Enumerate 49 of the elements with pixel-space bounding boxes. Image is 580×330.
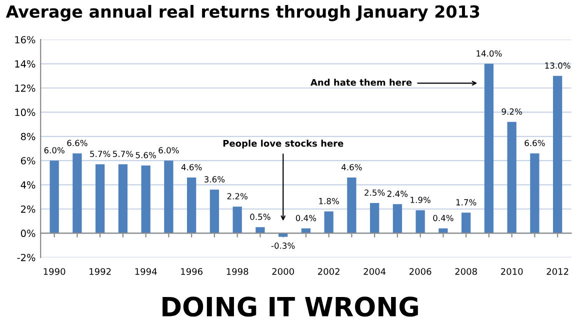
y-tick-label: 6% xyxy=(20,157,36,164)
data-label: 2.5% xyxy=(364,189,385,196)
data-label: 6.6% xyxy=(524,140,545,146)
data-label: 0.5% xyxy=(250,214,270,220)
x-tick-label: 2002 xyxy=(318,268,340,275)
x-tick-label: 1998 xyxy=(226,268,248,275)
data-label: 4.6% xyxy=(342,164,362,170)
data-label: 9.2% xyxy=(502,108,522,115)
y-tick-label: 12% xyxy=(15,84,36,92)
data-label: 0.4% xyxy=(296,214,316,222)
data-label: 3.6% xyxy=(204,176,225,182)
x-tick-label: 2008 xyxy=(455,268,477,275)
data-label: 1.8% xyxy=(319,198,339,204)
chart-title: Average annual real returns through January 2013 xyxy=(6,4,480,22)
data-label: 2.2% xyxy=(227,193,248,200)
y-tick-label: 14% xyxy=(15,60,36,68)
x-tick-label: 2006 xyxy=(410,268,432,275)
data-label: 1.9% xyxy=(410,196,430,204)
data-label: 6.0% xyxy=(44,147,64,154)
x-tick-label: 1992 xyxy=(90,268,111,275)
text: DOING IT WRONG xyxy=(162,296,418,317)
x-tick-label: 1996 xyxy=(181,268,202,275)
data-label: 1.7% xyxy=(456,199,476,206)
y-tick-label: 8% xyxy=(20,132,36,140)
data-label: 0.4% xyxy=(433,214,454,222)
data-label: 5.7% xyxy=(113,150,134,158)
annotation: And hate them here xyxy=(310,78,412,86)
y-tick-label: 0% xyxy=(20,230,36,238)
data-label: -0.3% xyxy=(271,242,295,249)
data-label: 5.6% xyxy=(136,152,156,158)
y-tick-label: 16% xyxy=(15,36,36,44)
data-label: 5.7% xyxy=(90,150,110,158)
annotation: People love stocks here xyxy=(223,140,344,148)
x-tick-label: 1994 xyxy=(135,268,157,275)
data-label: 14.0% xyxy=(476,50,502,57)
x-tick-label: 2000 xyxy=(272,268,294,275)
data-label: 6.0% xyxy=(158,147,179,154)
x-tick-label: 2010 xyxy=(501,268,523,275)
y-tick-label: 10% xyxy=(15,108,36,116)
x-tick-label: 1990 xyxy=(44,268,66,275)
y-tick-label: 4% xyxy=(20,181,36,189)
data-label: 6.6% xyxy=(67,140,88,146)
data-label: 4.6% xyxy=(181,164,202,170)
y-tick-label: -2% xyxy=(17,254,36,262)
x-tick-label: 2004 xyxy=(364,268,386,275)
data-label: 2.4% xyxy=(387,190,408,197)
x-tick-label: 2012 xyxy=(546,268,568,275)
data-label: 13.0% xyxy=(545,62,570,69)
y-tick-label: 2% xyxy=(21,205,36,213)
